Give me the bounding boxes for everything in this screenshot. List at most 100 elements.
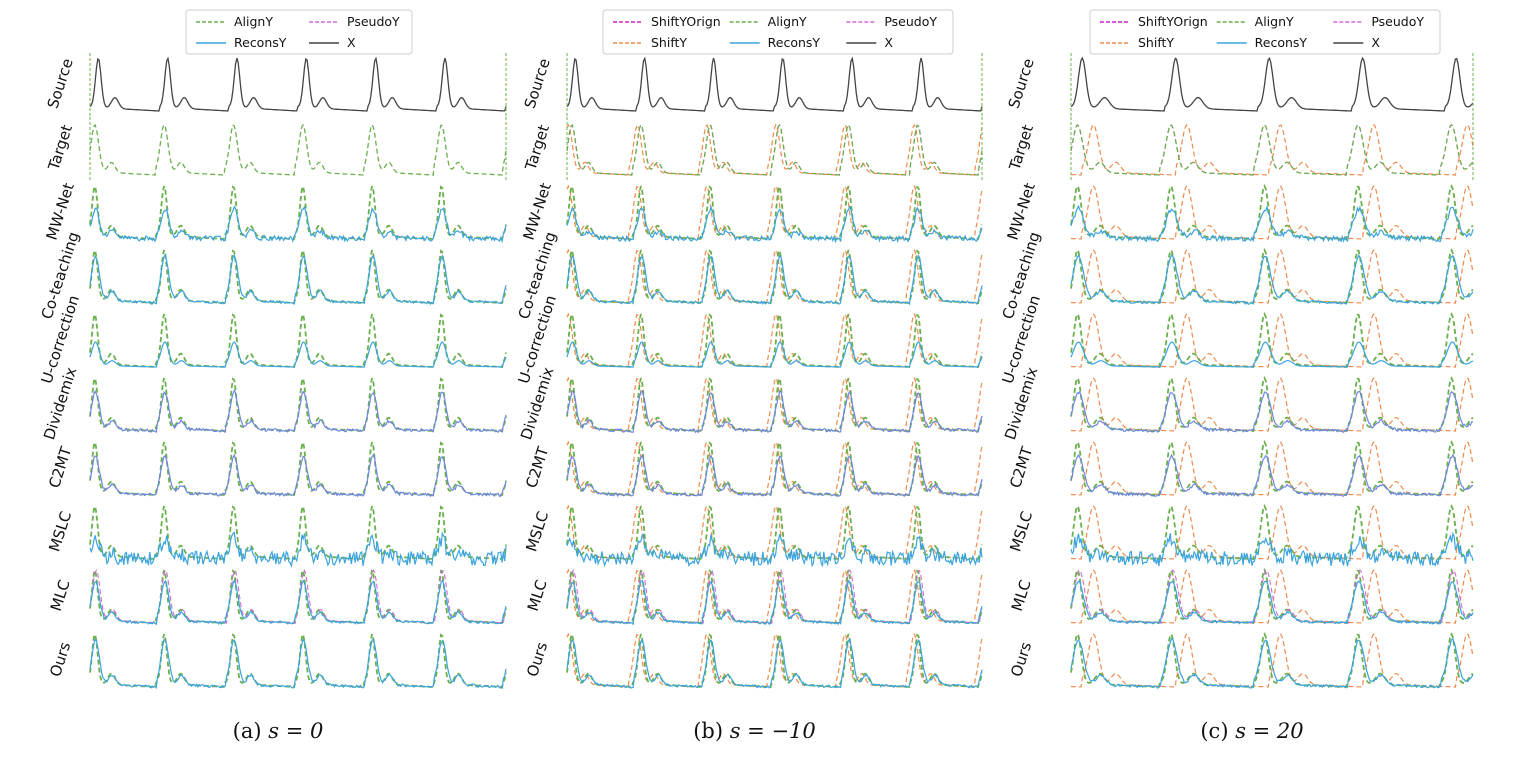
row-target: Target (1005, 117, 1474, 181)
series-recons (1070, 341, 1474, 368)
row-label: MSLC (522, 509, 552, 554)
series-pseudoy (1070, 569, 1474, 624)
series-aligny (1070, 567, 1474, 624)
series-aligny (566, 183, 983, 240)
series-aligny (1070, 439, 1474, 496)
row-ours: Ours (1007, 631, 1474, 690)
row-c2mt: C2MT (45, 439, 507, 498)
legend-label-pseudoy: PseudoY (1371, 14, 1424, 29)
row-label: Target (44, 122, 76, 173)
series-recons (89, 253, 507, 306)
caption-math: s = −10 (730, 719, 816, 743)
caption-b: (b) s = −10 (693, 719, 816, 743)
legend-label-reconsy: ReconsY (234, 35, 287, 50)
legend-label-reconsy: ReconsY (768, 35, 821, 50)
row-mslc: MSLC (45, 503, 507, 569)
series-aligny (566, 311, 983, 368)
panel-c: ShiftYOrign ShiftY AlignY ReconsY PseudoY X So… (999, 9, 1474, 743)
series-x (1070, 56, 1474, 112)
series-recons (89, 389, 507, 434)
row-label: C2MT (1006, 444, 1036, 490)
caption-math: s = 20 (1235, 719, 1303, 743)
series-recons (566, 254, 983, 306)
row-label: MLC (47, 578, 74, 614)
row-target: Target (44, 117, 507, 181)
series-shifty (566, 123, 983, 176)
row-dividemix: Dividemix (1001, 365, 1474, 442)
series-x (89, 56, 507, 112)
row-ours: Ours (523, 631, 983, 689)
series-recons (566, 341, 983, 368)
series-shifty (566, 504, 983, 560)
row-u-correction: U-correction (999, 293, 1474, 386)
series-shifty (1070, 249, 1474, 304)
row-source: Source (1005, 53, 1474, 117)
series-aligny (566, 567, 983, 624)
series-recons (89, 341, 507, 368)
legend-label-x: X (1371, 35, 1380, 50)
series-recons (89, 531, 507, 569)
row-label: Source (1005, 56, 1038, 111)
series-shiftyorign (1070, 124, 1474, 176)
legend-label-pseudoy: PseudoY (884, 14, 937, 29)
row-mslc: MSLC (1006, 503, 1474, 568)
legend-label-x: X (347, 35, 356, 50)
row-label: Ours (523, 640, 551, 679)
legend-label-aligny: AlignY (234, 14, 273, 29)
series-recons (566, 453, 983, 498)
series-aligny (89, 567, 507, 624)
series-aligny (566, 503, 983, 560)
panel-a: AlignYReconsYPseudoYXSourceTargetMW-NetC… (38, 9, 507, 743)
series-recons (566, 533, 983, 568)
series-shifty (1070, 633, 1474, 688)
legend-b: ShiftYOrign ShiftY AlignY ReconsY PseudoY X (602, 9, 954, 55)
row-mlc: MLC (1008, 567, 1474, 625)
series-aligny (1070, 631, 1474, 688)
caption-prefix: (c) (1200, 719, 1235, 743)
row-dividemix: Dividemix (517, 365, 983, 442)
series-recons (1070, 580, 1474, 625)
row-mw-net: MW-Net (1004, 181, 1474, 243)
series-shifty (566, 184, 983, 240)
legend-label-x: X (884, 35, 893, 50)
series-aligny (1070, 311, 1474, 368)
legend-label-aligny: AlignY (1255, 14, 1294, 29)
row-label: MSLC (1006, 509, 1036, 554)
series-shifty (1070, 313, 1474, 368)
row-co-teaching: Co-teaching (999, 230, 1474, 321)
series-aligny (1070, 183, 1474, 240)
series-shifty (566, 376, 983, 432)
row-label: Source (44, 56, 77, 111)
series-recons (89, 205, 507, 244)
series-shifty (566, 248, 983, 304)
row-u-correction: U-correction (38, 293, 507, 386)
row-mslc: MSLC (522, 503, 983, 568)
series-shifty (1071, 124, 1474, 176)
series-shifty (1070, 185, 1474, 240)
row-co-teaching: Co-teaching (515, 230, 983, 321)
series-shifty (1070, 377, 1474, 432)
legend-a: AlignY ReconsY PseudoY X (185, 9, 413, 55)
legend-label-reconsy: ReconsY (1255, 35, 1308, 50)
row-mw-net: MW-Net (520, 181, 983, 244)
series-aligny (566, 123, 983, 176)
series-recons (89, 579, 507, 626)
row-ours: Ours (46, 631, 507, 690)
row-label: MSLC (45, 509, 75, 554)
series-recons (1070, 253, 1474, 306)
row-mlc: MLC (47, 567, 507, 626)
series-aligny (89, 503, 507, 560)
series-aligny (89, 247, 507, 304)
caption-prefix: (a) (233, 719, 269, 743)
series-aligny (89, 631, 507, 688)
series-aligny (566, 631, 983, 688)
series-recons (89, 638, 507, 690)
series-shifty (1070, 569, 1474, 624)
legend-label-aligny: AlignY (768, 14, 807, 29)
series-x (566, 56, 983, 112)
series-shifty (566, 568, 983, 624)
series-shifty (1070, 441, 1474, 496)
series-aligny (1070, 375, 1474, 432)
series-aligny (89, 439, 507, 496)
series-aligny (89, 311, 507, 368)
